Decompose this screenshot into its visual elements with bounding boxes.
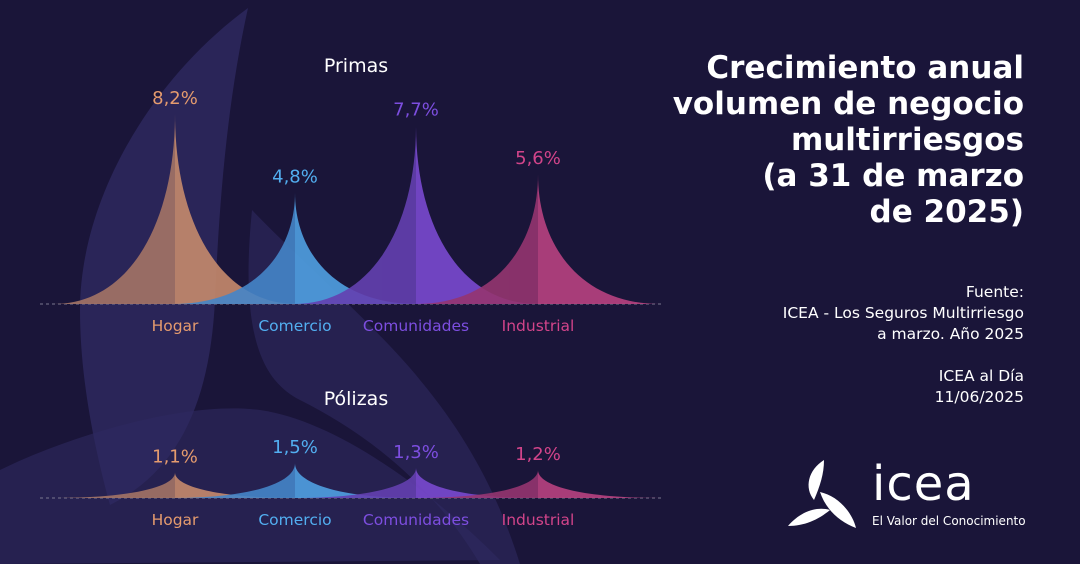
icea-logo: icea El Valor del Conocimiento [786, 456, 1046, 536]
peak-right-half [416, 467, 538, 498]
peak-comunidades [294, 125, 538, 304]
peak-right-half [295, 463, 417, 498]
panel-title: Pólizas [324, 388, 388, 410]
peak-industrial [416, 470, 660, 498]
peak-comunidades [294, 467, 538, 498]
logo-tagline: El Valor del Conocimiento [872, 514, 1026, 528]
peak-left-half [294, 467, 416, 498]
peak-hogar [53, 113, 297, 304]
peak-left-half [173, 463, 295, 498]
peak-right-half [538, 470, 660, 498]
peak-left-half [416, 174, 538, 304]
category-label: Hogar [152, 511, 199, 529]
peak-left-half [294, 125, 416, 304]
peak-left-half [416, 470, 538, 498]
data-label: 1,5% [272, 437, 318, 458]
data-label: 7,7% [393, 99, 439, 120]
peak-left-half [53, 472, 175, 498]
category-label: Comunidades [363, 511, 469, 529]
data-label: 5,6% [515, 148, 561, 169]
peak-right-half [175, 472, 297, 498]
data-label: 1,3% [393, 442, 439, 463]
source-note: Fuente: ICEA - Los Seguros Multirriesgo … [782, 283, 1024, 343]
peak-industrial [416, 174, 660, 304]
logo-leaves-icon [788, 460, 856, 528]
peak-left-half [53, 113, 175, 304]
panel-title: Primas [324, 55, 388, 77]
category-label: Industrial [502, 317, 575, 335]
peak-right-half [538, 174, 660, 304]
peak-comercio [173, 463, 417, 498]
background-leaf-shape [0, 408, 500, 564]
page-title: Crecimiento anual volumen de negocio mul… [672, 50, 1024, 230]
peak-comercio [173, 192, 417, 304]
data-label: 8,2% [152, 88, 198, 109]
data-label: 1,1% [152, 446, 198, 467]
category-label: Comercio [258, 511, 331, 529]
category-label: Industrial [502, 511, 575, 529]
peak-hogar [53, 472, 297, 498]
peak-right-half [175, 113, 297, 304]
category-label: Hogar [152, 317, 199, 335]
peak-right-half [416, 125, 538, 304]
data-label: 1,2% [515, 444, 561, 465]
peak-left-half [173, 192, 295, 304]
logo-wordmark: icea [872, 456, 975, 512]
publication-date: ICEA al Día 11/06/2025 [934, 367, 1024, 406]
peak-right-half [295, 192, 417, 304]
category-label: Comunidades [363, 317, 469, 335]
data-label: 4,8% [272, 167, 318, 188]
category-label: Comercio [258, 317, 331, 335]
